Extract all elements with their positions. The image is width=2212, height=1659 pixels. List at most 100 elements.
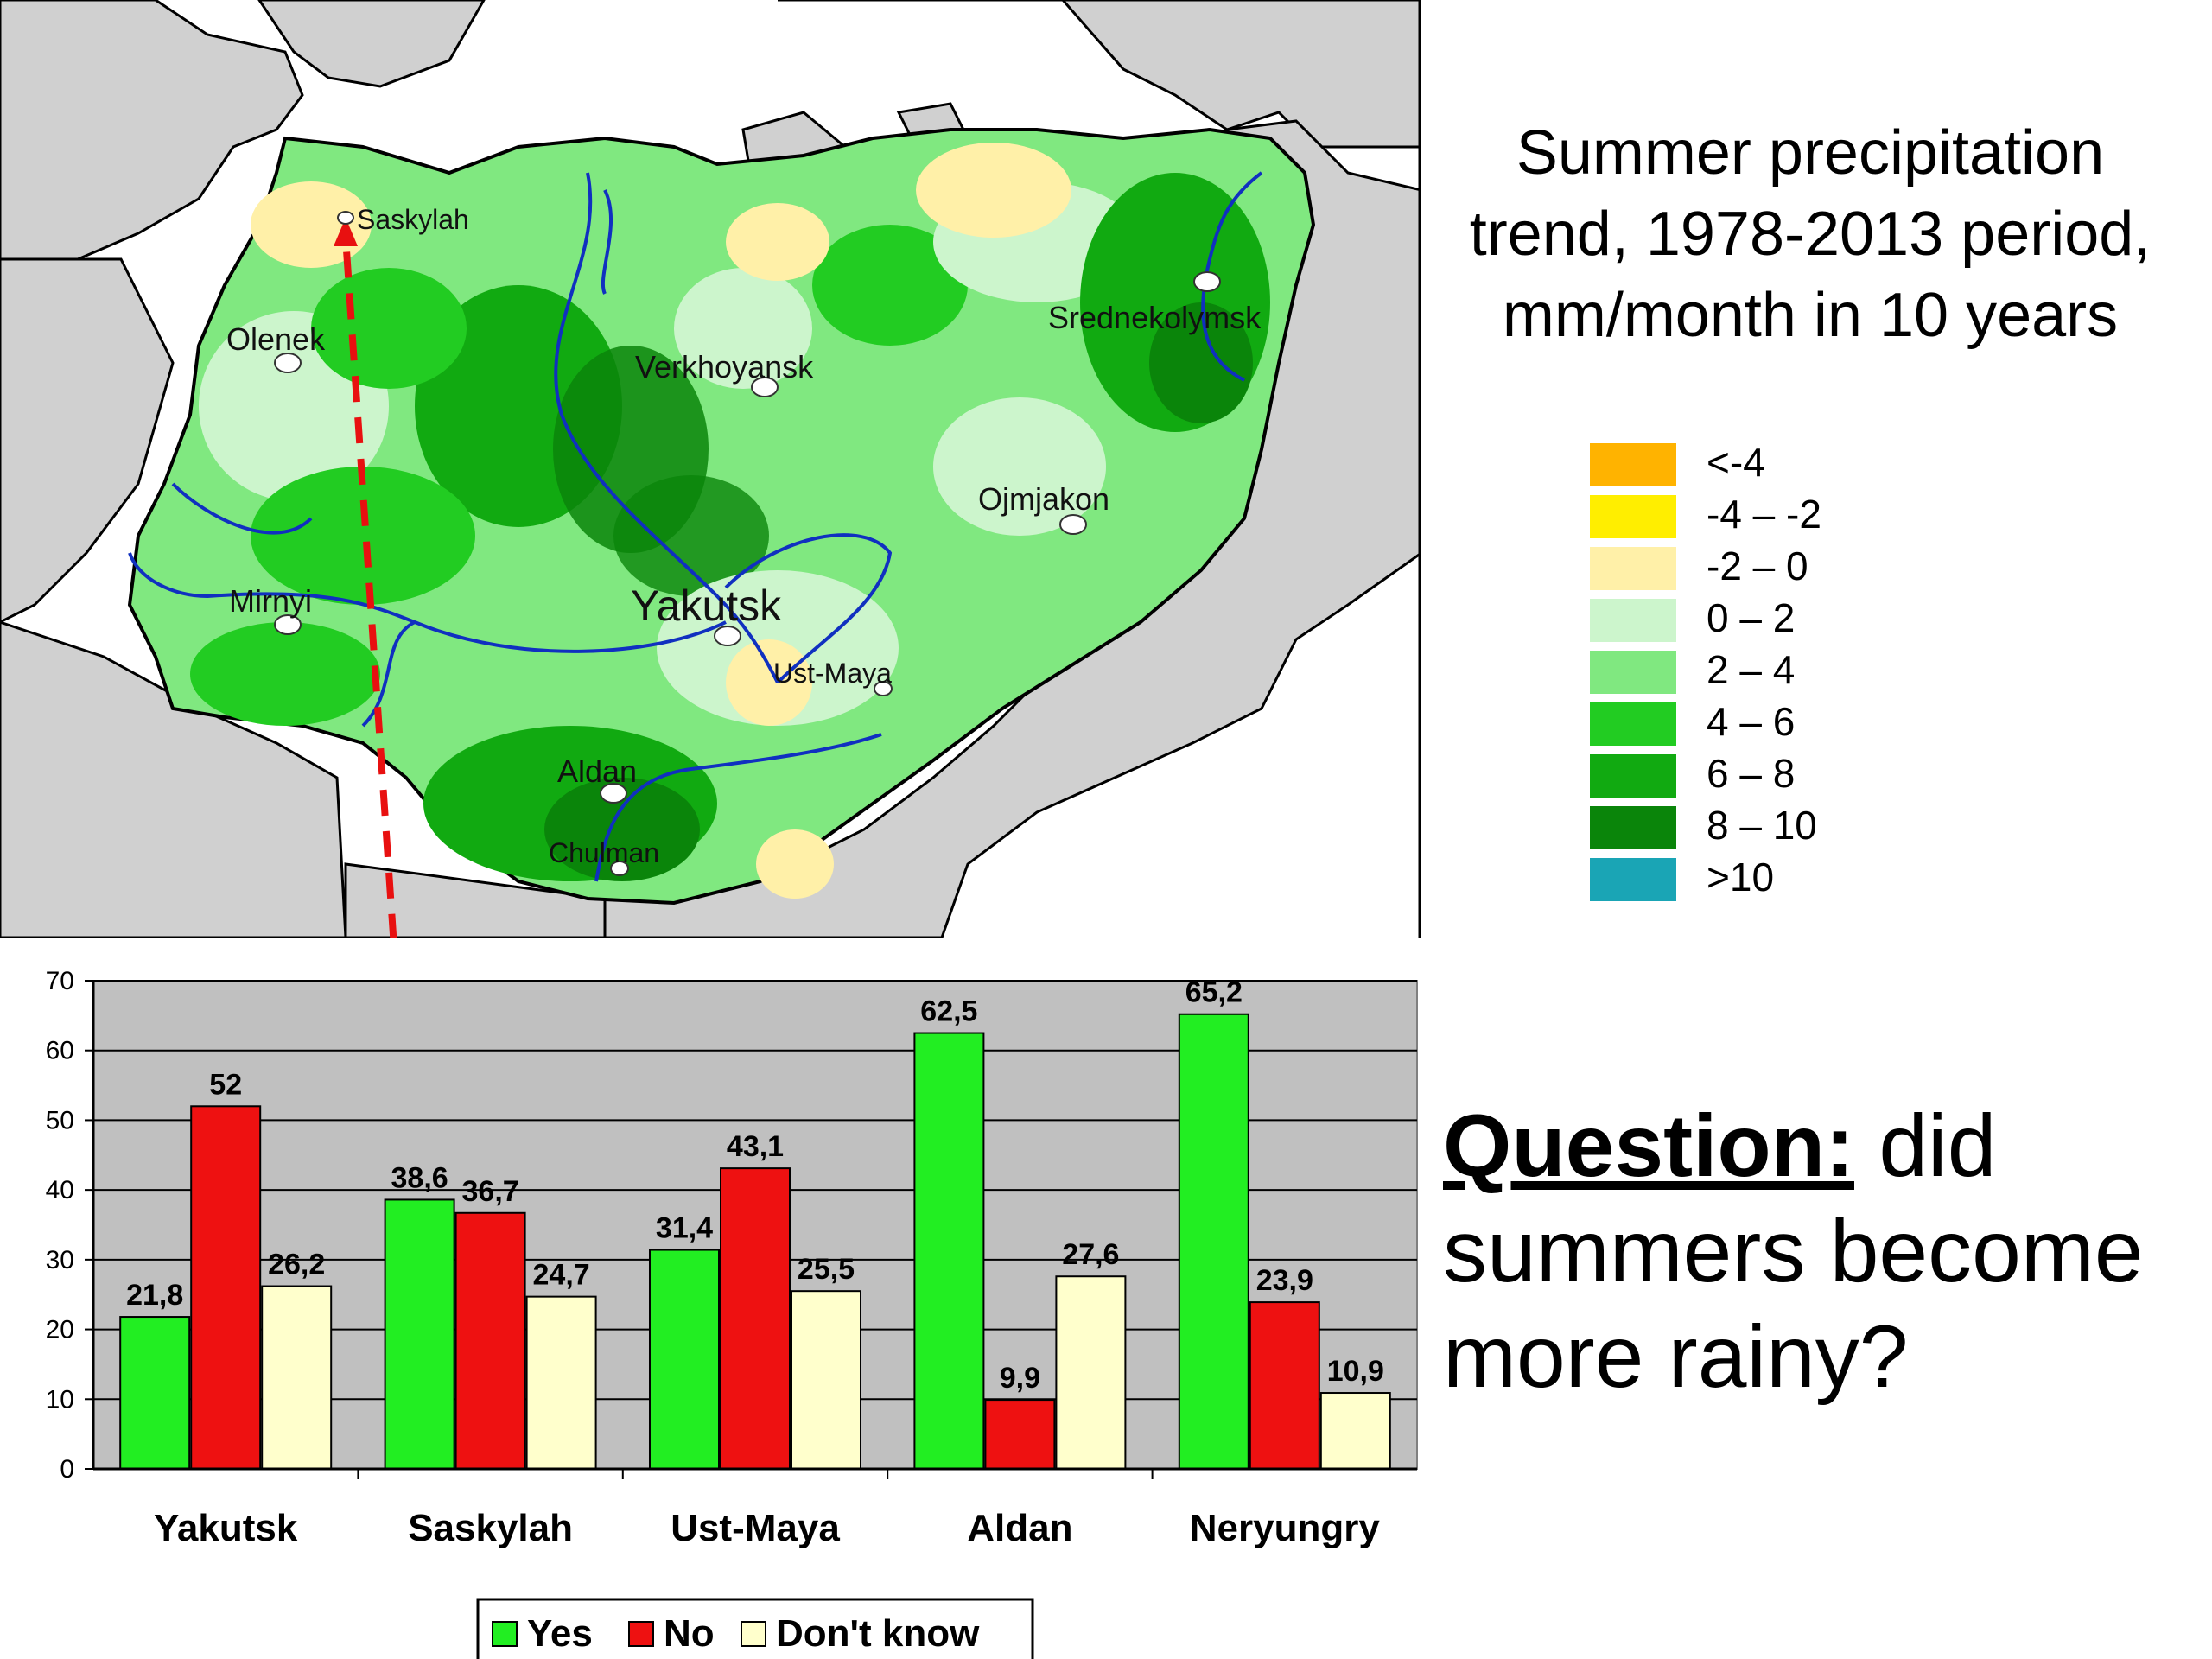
survey-bar-chart: 0 10 20 30 40 50 60 70 21,8 52 26,2 38,6 36,7 24,7 31…	[0, 938, 1421, 1659]
legend-swatch	[1590, 495, 1676, 538]
rivers	[128, 171, 1263, 882]
x-axis-labels: Yakutsk Saskylah Ust-Maya Aldan Neryungry	[154, 1469, 1380, 1549]
x-category-label: Aldan	[967, 1507, 1072, 1549]
y-tick-label: 70	[46, 967, 74, 995]
city-label-verkhoyansk: Verkhoyansk	[635, 349, 814, 385]
y-tick-label: 60	[46, 1037, 74, 1065]
data-label: 62,5	[920, 995, 977, 1028]
trend-zones	[190, 143, 1270, 899]
y-tick-label: 50	[46, 1106, 74, 1135]
data-label: 38,6	[391, 1161, 448, 1194]
legend-item: 2 – 4	[1590, 644, 1875, 696]
legend-swatch	[1590, 806, 1676, 849]
city-label-ojmjakon: Ojmjakon	[978, 481, 1109, 517]
legend-label: -2 – 0	[1707, 543, 1808, 588]
legend-label: <-4	[1707, 440, 1765, 485]
legend-item: -4 – -2	[1590, 488, 1875, 540]
data-label: 23,9	[1256, 1264, 1313, 1297]
x-category-label: Ust-Maya	[671, 1507, 840, 1549]
legend-label: 4 – 6	[1707, 699, 1796, 744]
data-label: 10,9	[1327, 1355, 1384, 1388]
data-label: 21,8	[126, 1279, 183, 1312]
legend-label: 8 – 10	[1707, 803, 1817, 848]
data-labels: 21,8 52 26,2 38,6 36,7 24,7 31,4 43,1 25,5 62,5 9,…	[126, 976, 1384, 1395]
saskylah-link-arrow	[342, 237, 397, 938]
legend-label: No	[664, 1612, 715, 1655]
legend-label: 0 – 2	[1707, 595, 1796, 640]
y-tick-label: 20	[46, 1316, 74, 1344]
chart-legend: Yes No Don't know	[476, 1598, 1034, 1659]
legend-swatch	[1590, 599, 1676, 642]
map-title-line-3: mm/month in 10 years	[1502, 281, 2119, 350]
legend-swatch	[1590, 754, 1676, 798]
bar-no	[984, 1399, 1056, 1470]
legend-label: -4 – -2	[1707, 492, 1821, 537]
city-label-yakutsk: Yakutsk	[631, 582, 782, 630]
surrounding-land	[0, 0, 1421, 938]
bar-yes	[384, 1198, 455, 1470]
city-label-saskylah: Saskylah	[357, 204, 469, 235]
legend-swatch	[741, 1621, 766, 1647]
y-axis-ticks: 0 10 20 30 40 50 60 70	[46, 967, 93, 1484]
x-category-label: Neryungry	[1190, 1507, 1381, 1549]
data-label: 26,2	[268, 1249, 325, 1281]
bar-no	[720, 1167, 791, 1470]
bar-yes	[913, 1032, 985, 1471]
city-label-chulman: Chulman	[549, 837, 659, 868]
city-label-mirnyi: Mirnyi	[229, 583, 312, 619]
bar-don-t-know	[1319, 1392, 1391, 1470]
city-label-srednekolymsk: Srednekolymsk	[1048, 300, 1262, 335]
legend-item: 8 – 10	[1590, 799, 1875, 851]
city-label-aldan: Aldan	[557, 753, 637, 789]
arrow-head-icon	[334, 218, 358, 246]
legend-swatch	[1590, 547, 1676, 590]
legend-swatch	[1590, 858, 1676, 901]
legend-item: 0 – 2	[1590, 592, 1875, 644]
bar-don-t-know	[261, 1285, 333, 1470]
axes	[92, 981, 1417, 1471]
bar-no	[1249, 1301, 1320, 1471]
bars	[119, 1013, 1391, 1471]
question-label: Question:	[1443, 1096, 1854, 1195]
legend-swatch	[492, 1621, 518, 1647]
legend-swatch	[1590, 702, 1676, 746]
legend-label: Don't know	[776, 1612, 980, 1655]
data-label: 25,5	[798, 1253, 855, 1286]
map-title: Summer precipitation trend, 1978-2013 pe…	[1430, 112, 2190, 356]
legend-item: 6 – 8	[1590, 747, 1875, 799]
bar-no	[190, 1105, 262, 1471]
y-tick-label: 10	[46, 1385, 74, 1414]
map-title-line-2: trend, 1978-2013 period,	[1469, 200, 2152, 269]
map-title-line-1: Summer precipitation	[1516, 118, 2105, 188]
question-body: did summers become more rainy?	[1443, 1096, 2144, 1406]
bar-no	[454, 1211, 526, 1470]
bar-yes	[119, 1316, 191, 1470]
y-tick-label: 40	[46, 1176, 74, 1205]
legend-label: Yes	[527, 1612, 593, 1655]
legend-swatch	[1590, 651, 1676, 694]
legend-label: 2 – 4	[1707, 647, 1796, 692]
legend-item: <-4	[1590, 436, 1875, 488]
legend-item: -2 – 0	[1590, 540, 1875, 592]
data-label: 36,7	[462, 1175, 519, 1208]
city-markers	[274, 211, 1221, 876]
bar-don-t-know	[525, 1295, 597, 1470]
bar-don-t-know	[791, 1290, 861, 1470]
bar-yes	[1178, 1013, 1249, 1470]
city-label-ust-maya: Ust-Maya	[773, 658, 892, 689]
legend-label: 6 – 8	[1707, 751, 1796, 796]
data-label: 65,2	[1185, 976, 1243, 1009]
question-text: Question: did summers become more rainy?	[1443, 1093, 2195, 1409]
y-tick-label: 0	[60, 1455, 74, 1484]
data-label: 9,9	[1000, 1362, 1040, 1395]
legend-swatch	[1590, 443, 1676, 486]
bar-don-t-know	[1055, 1275, 1127, 1470]
bar-yes	[649, 1249, 720, 1470]
data-label: 24,7	[533, 1259, 590, 1292]
legend-item: >10	[1590, 851, 1875, 903]
x-category-label: Saskylah	[408, 1507, 573, 1549]
x-category-label: Yakutsk	[154, 1507, 298, 1549]
data-label: 52	[209, 1068, 242, 1101]
y-tick-label: 30	[46, 1246, 74, 1274]
data-label: 31,4	[656, 1212, 713, 1245]
